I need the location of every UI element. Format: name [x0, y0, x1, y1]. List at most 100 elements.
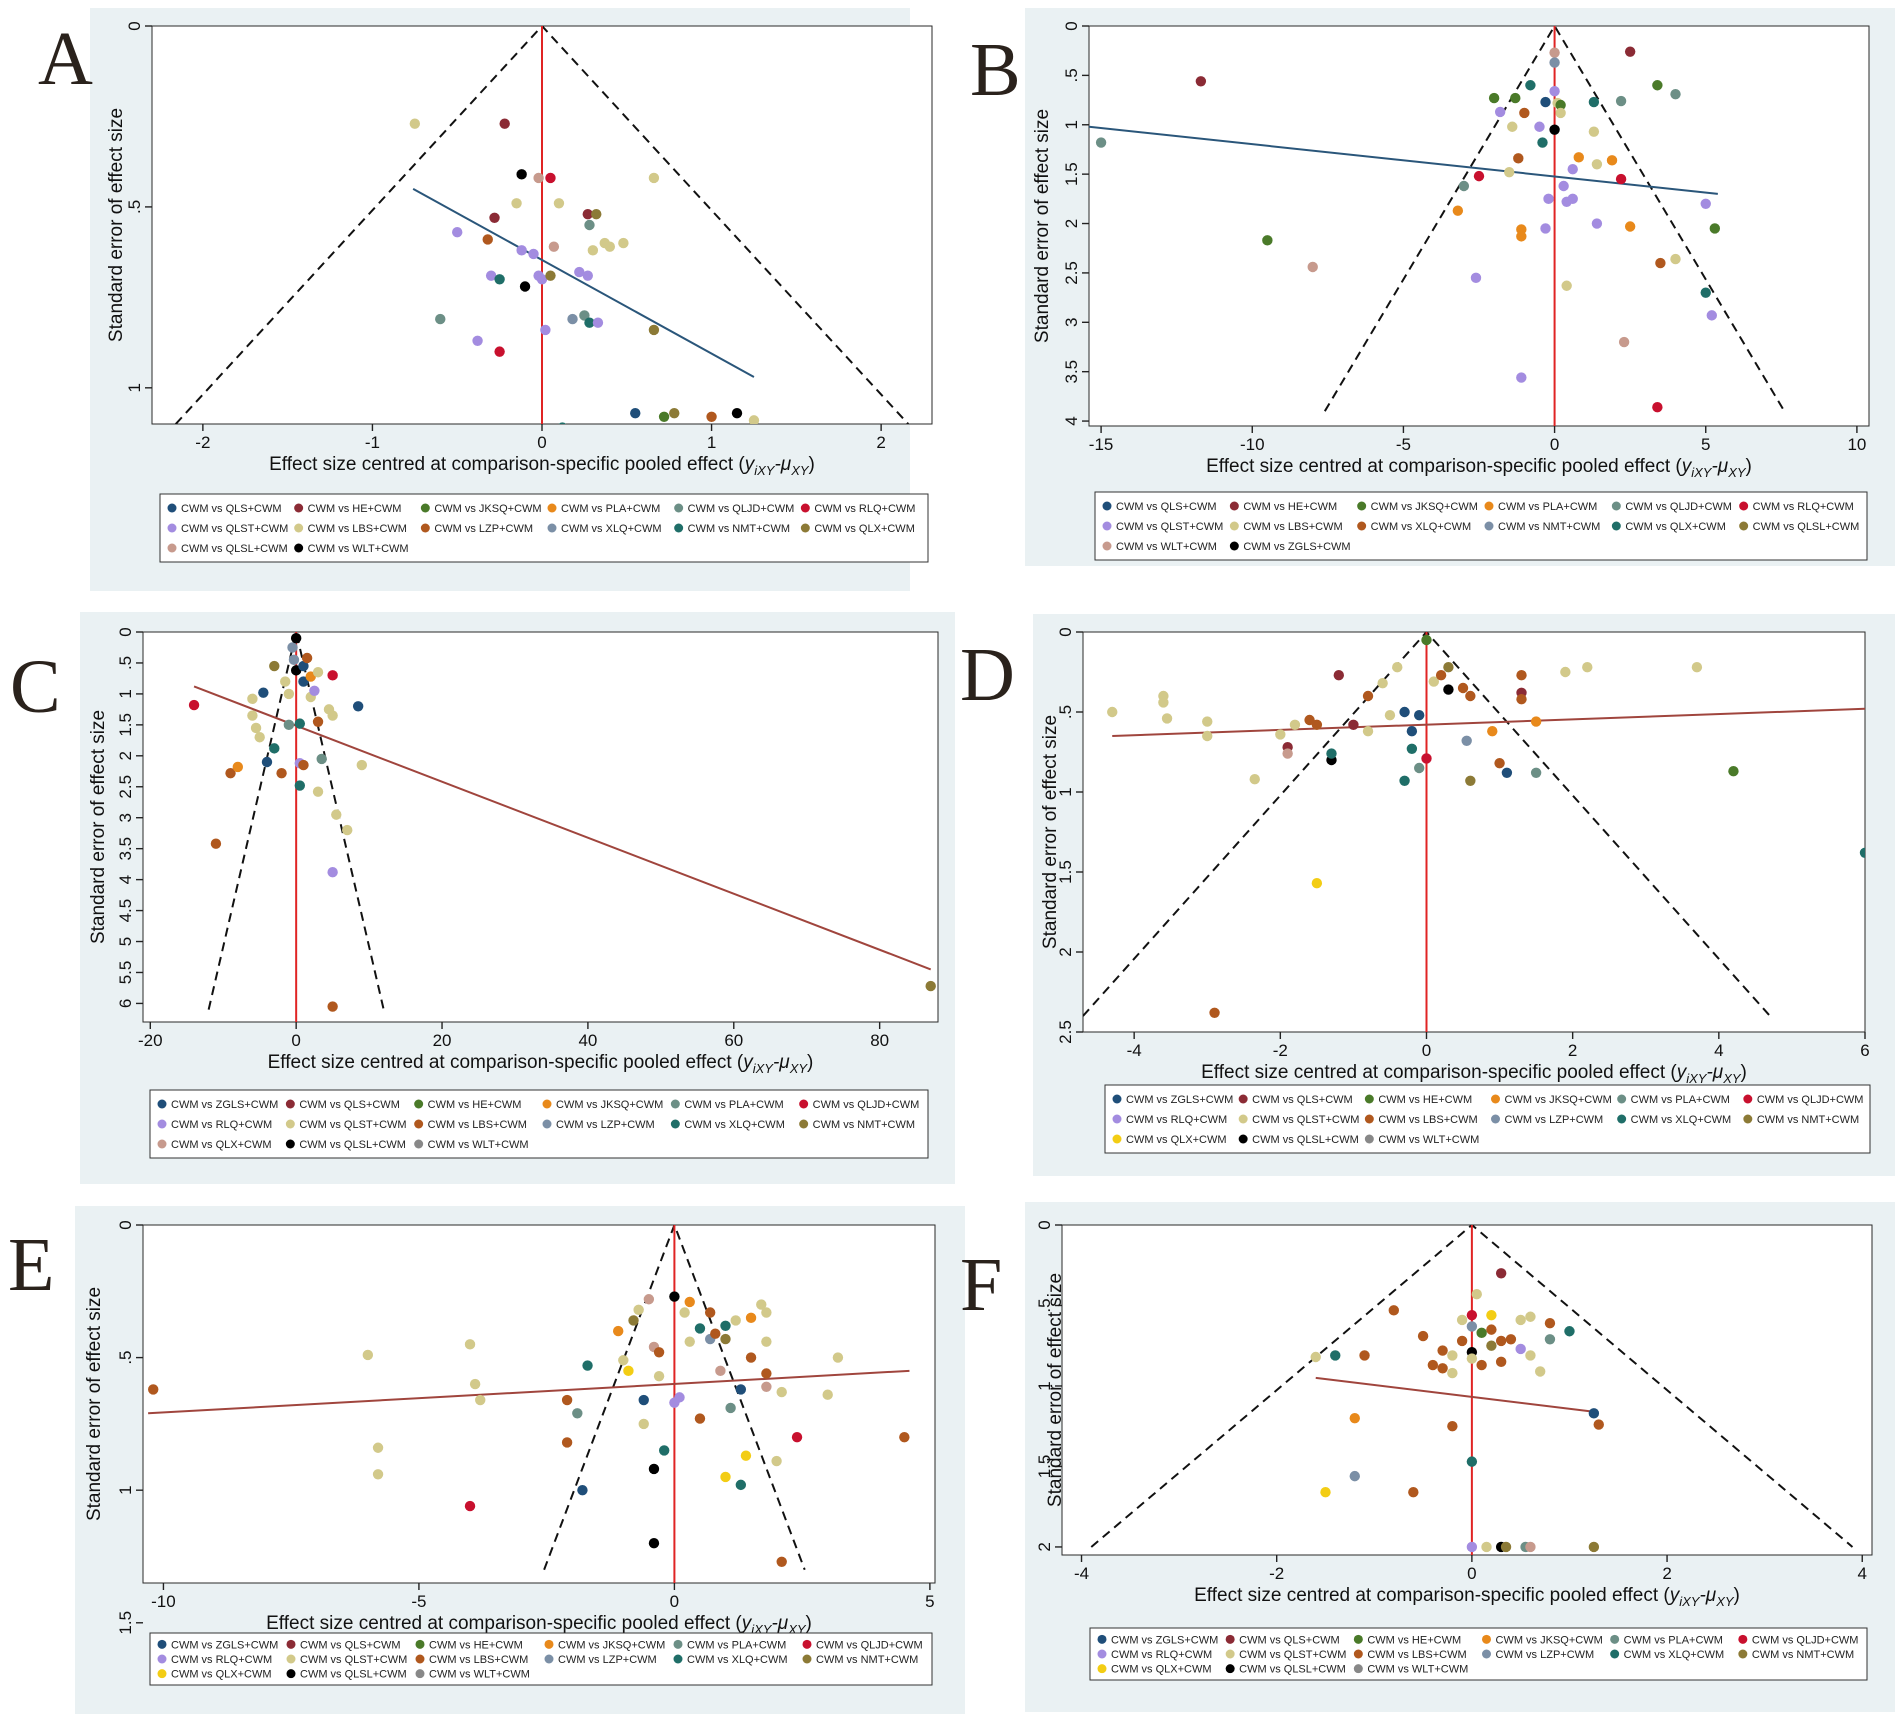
legend-entry: CWM vs QLJD+CWM [688, 503, 795, 515]
data-point [1466, 1321, 1478, 1332]
data-point [1406, 743, 1418, 754]
data-point [464, 1500, 476, 1512]
y-tick-label: 3.5 [1062, 360, 1081, 384]
data-point [735, 1384, 747, 1395]
data-point [1567, 164, 1578, 175]
x-tick-label: -2 [1273, 1041, 1288, 1060]
x-tick-label: -20 [138, 1031, 163, 1050]
legend-marker [800, 503, 810, 513]
legend-entry: CWM vs QLS+CWM [1239, 1634, 1340, 1646]
data-point [298, 759, 309, 771]
legend-entry: CWM vs RLQ+CWM [171, 1654, 272, 1666]
data-point [832, 1352, 844, 1363]
legend-marker [542, 1099, 552, 1109]
data-point [1107, 706, 1118, 718]
x-tick-label: 4 [1858, 1564, 1867, 1583]
data-point [1515, 1343, 1526, 1355]
y-tick-label: 1 [1056, 787, 1075, 796]
legend-marker [294, 543, 304, 553]
data-point [1615, 173, 1627, 185]
y-tick-label: .5 [116, 1350, 135, 1364]
data-point [475, 1394, 486, 1406]
data-point [1859, 847, 1865, 858]
data-point [1466, 1309, 1478, 1321]
data-point [748, 415, 760, 424]
data-point [312, 667, 324, 678]
legend-entry: CWM vs QLST+CWM [300, 1654, 407, 1666]
data-point [1700, 198, 1711, 209]
data-point [356, 759, 368, 771]
x-tick-label: 2 [1568, 1041, 1577, 1060]
x-tick-label: 0 [1467, 1564, 1476, 1583]
pseudo-ci-funnel [1090, 1225, 1854, 1548]
data-point [582, 1360, 593, 1371]
data-point [1209, 1007, 1220, 1018]
x-tick-label: 5 [1701, 435, 1710, 454]
y-tick-label: 4 [116, 875, 135, 884]
x-tick-label: -5 [411, 1592, 426, 1611]
legend-marker [415, 1639, 425, 1649]
data-point [1537, 137, 1548, 148]
data-point [1262, 235, 1273, 246]
data-point [618, 1355, 629, 1366]
legend-marker [670, 1099, 680, 1109]
y-tick-label: 3 [116, 813, 135, 822]
data-point [582, 208, 593, 220]
data-point [776, 1386, 787, 1398]
data-point [561, 1437, 573, 1448]
data-point [591, 208, 602, 220]
legend-entry: CWM vs LZP+CWM [558, 1654, 657, 1666]
data-point [280, 676, 291, 687]
y-tick-label: 2 [1062, 219, 1081, 228]
pseudo-ci-funnel [175, 26, 909, 424]
data-point [630, 407, 641, 419]
legend-entry: CWM vs QLS+CWM [1116, 501, 1217, 513]
data-point [1202, 716, 1213, 727]
data-point [511, 198, 522, 209]
legend-entry: CWM vs LBS+CWM [1243, 521, 1342, 533]
plot-contents [148, 1225, 910, 1583]
y-tick-label: 2.5 [1056, 1020, 1075, 1044]
data-point [1504, 166, 1515, 178]
y-tick-label: 6 [116, 999, 135, 1008]
data-point [312, 716, 324, 727]
data-point [1428, 676, 1440, 687]
data-point [482, 234, 493, 245]
plot-contents [1089, 26, 1786, 426]
legend-marker [285, 1119, 295, 1129]
data-point [254, 732, 265, 743]
data-point [1362, 726, 1374, 737]
funnel-panel-e: E-10 -5 0 50.511.5 Effect size centred at co… [8, 1206, 965, 1714]
y-tick-label: 1 [1035, 1381, 1054, 1390]
data-point [1624, 221, 1636, 232]
data-point [584, 219, 595, 231]
legend-marker [1617, 1114, 1627, 1124]
legend-entry: CWM vs QLS+CWM [1252, 1094, 1353, 1106]
legend-entry: CWM vs LZP+CWM [434, 523, 533, 535]
legend-marker [1357, 501, 1367, 511]
data-point [1494, 106, 1506, 118]
legend-marker [1743, 1094, 1753, 1104]
x-tick-label: 6 [1860, 1041, 1869, 1060]
legend-marker [415, 1669, 425, 1679]
legend-entry: CWM vs JKSQ+CWM [558, 1639, 665, 1651]
legend-marker [1364, 1114, 1374, 1124]
data-point [1320, 1487, 1331, 1498]
data-point [540, 324, 551, 336]
legend-marker [1482, 1649, 1491, 1659]
legend-marker [1225, 1649, 1235, 1659]
data-point [545, 172, 556, 184]
data-point [1437, 1363, 1448, 1374]
data-point [1202, 730, 1213, 742]
data-point [1476, 1327, 1487, 1339]
data-point [1588, 1541, 1600, 1553]
data-point [822, 1389, 833, 1400]
data-point [1417, 1330, 1429, 1342]
data-point [294, 718, 306, 729]
legend-marker [157, 1639, 167, 1649]
data-point [1406, 726, 1418, 737]
legend-marker [799, 1099, 809, 1109]
y-tick-label: 1 [1062, 120, 1081, 129]
y-tick-label: .5 [125, 200, 144, 214]
data-point [1413, 762, 1425, 774]
